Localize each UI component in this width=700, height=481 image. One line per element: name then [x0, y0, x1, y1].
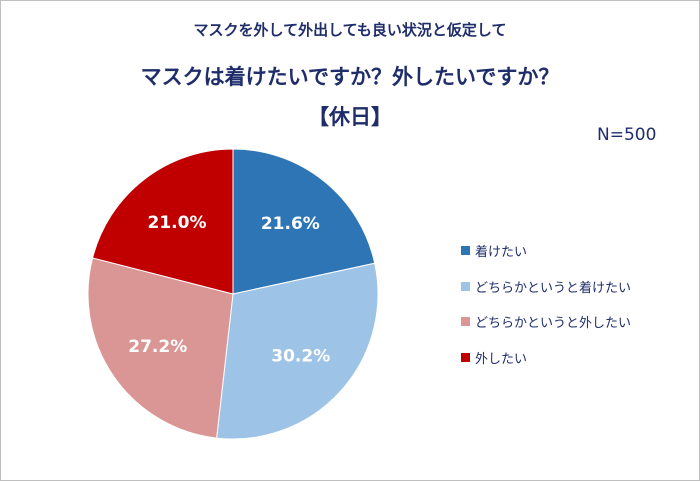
- data-label: 21.0%: [148, 213, 207, 233]
- legend-item: どちらかというと着けたい: [461, 269, 631, 305]
- legend: 着けたい どちらかというと着けたい どちらかというと外したい 外したい: [461, 233, 631, 375]
- legend-item: 外したい: [461, 340, 631, 376]
- legend-swatch: [461, 352, 470, 362]
- legend-item: どちらかというと外したい: [461, 304, 631, 340]
- legend-item: 着けたい: [461, 233, 631, 269]
- pie-slice: [216, 262, 379, 440]
- sample-size: N=500: [597, 125, 657, 145]
- legend-swatch: [461, 246, 470, 256]
- legend-label: どちらかというと外したい: [475, 316, 632, 332]
- data-label: 21.6%: [261, 214, 320, 234]
- legend-label: 外したい: [475, 351, 528, 367]
- legend-label: どちらかというと着けたい: [475, 280, 632, 296]
- legend-label: 着けたい: [475, 245, 528, 261]
- pie-slice: [91, 148, 234, 295]
- pie-slice: [232, 148, 376, 295]
- legend-swatch: [461, 317, 470, 327]
- chart-title: マスクは着けたいですか？外したいですか？: [140, 65, 560, 89]
- chart-subtitle: マスクを外して外出しても良い状況と仮定して: [193, 21, 507, 39]
- chart-title-day: 【休日】: [308, 105, 392, 129]
- legend-swatch: [461, 281, 470, 291]
- pie-slice: [87, 257, 234, 439]
- data-label: 30.2%: [271, 346, 330, 366]
- data-label: 27.2%: [128, 337, 187, 357]
